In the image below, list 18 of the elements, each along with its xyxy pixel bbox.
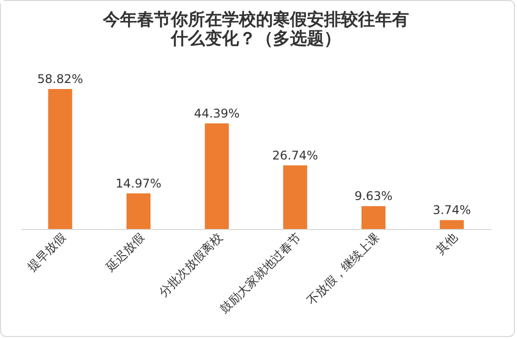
x-tick-label: 分批次放假离校 [156, 230, 226, 300]
chart-title: 今年春节你所在学校的寒假安排较往年有什么变化？（多选题） [102, 10, 409, 49]
bar [204, 123, 229, 229]
bar [283, 165, 308, 229]
data-label: 14.97% [116, 176, 162, 190]
data-label: 44.39% [194, 106, 240, 120]
data-label: 9.63% [354, 189, 393, 204]
bar [362, 206, 386, 229]
x-tick-label: 提早放假 [24, 230, 69, 274]
bar [48, 89, 72, 229]
bar [126, 193, 150, 229]
x-tick-label: 不放假，继续上课 [304, 230, 382, 308]
data-label: 58.82% [37, 72, 84, 86]
data-label: 26.74% [272, 148, 318, 162]
x-tick-label: 延迟放假 [102, 230, 147, 275]
x-tick-label: 其他 [433, 230, 460, 257]
bar [440, 220, 464, 229]
data-label: 3.74% [432, 203, 471, 218]
